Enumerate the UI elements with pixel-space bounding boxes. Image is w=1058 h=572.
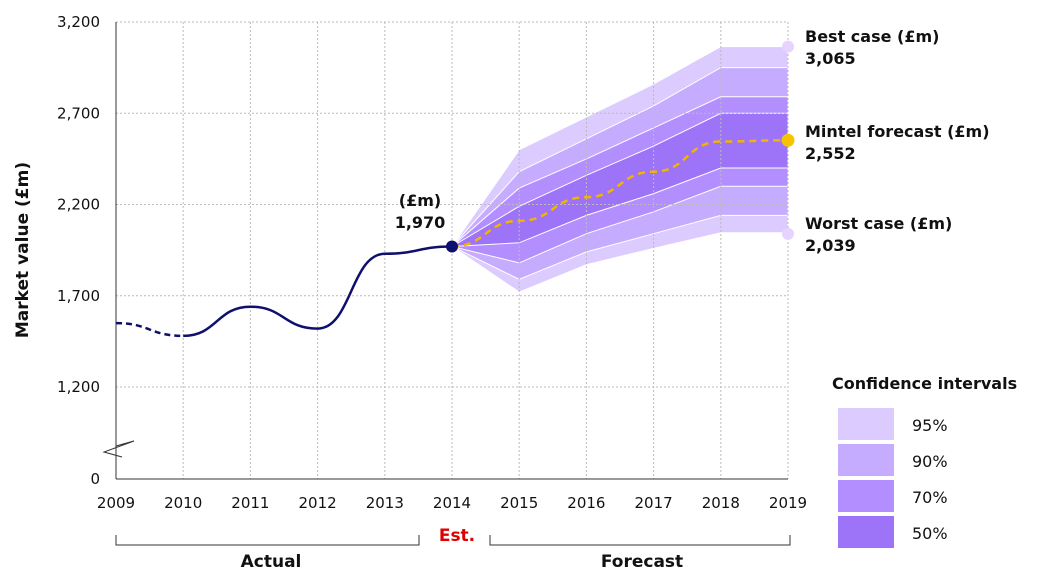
series-lines xyxy=(115,40,795,338)
point-2014-unit-label: (£m) xyxy=(399,191,441,210)
actual-line xyxy=(183,245,453,338)
forecast-end-marker xyxy=(781,133,795,147)
y-tick-label: 2,200 xyxy=(57,196,100,214)
x-tick-label: 2019 xyxy=(769,494,807,512)
y-tick-label: 3,200 xyxy=(57,13,100,31)
chart-labels: Market value (£m) (£m) 1,970 Best case (… xyxy=(13,27,1017,572)
x-tick-label: 2014 xyxy=(433,494,471,512)
mintel-forecast-value: 2,552 xyxy=(805,144,856,163)
y-tick-label: 0 xyxy=(90,470,100,488)
x-tick-label: 2016 xyxy=(567,494,605,512)
legend-swatch xyxy=(838,516,894,548)
best-case-marker xyxy=(782,40,794,53)
x-tick-label: 2018 xyxy=(702,494,740,512)
x-tick-label: 2015 xyxy=(500,494,538,512)
legend-title: Confidence intervals xyxy=(832,374,1017,393)
worst-case-value: 2,039 xyxy=(805,236,856,255)
legend-swatch xyxy=(838,444,894,476)
y-tick-label: 2,700 xyxy=(57,104,100,122)
est-label: Est. xyxy=(439,526,475,546)
y-axis-label: Market value (£m) xyxy=(13,162,33,338)
point-2014-value-label: 1,970 xyxy=(395,213,446,232)
point-2014-marker xyxy=(446,240,458,253)
forecast-bracket xyxy=(489,535,791,546)
x-tick-label: 2012 xyxy=(299,494,337,512)
forecast-period-label: Forecast xyxy=(601,552,683,572)
legend-label: 95% xyxy=(912,416,948,435)
axes: 0 1,200 1,700 2,200 2,700 3,200 2009 2010 2011 20… xyxy=(57,13,807,512)
x-tick-label: 2009 xyxy=(97,494,135,512)
x-tick-label: 2011 xyxy=(231,494,269,512)
legend-label: 70% xyxy=(912,488,948,507)
mintel-forecast-label: Mintel forecast (£m) xyxy=(805,122,990,141)
worst-case-label: Worst case (£m) xyxy=(805,214,952,233)
actual-period-label: Actual xyxy=(241,552,302,572)
best-case-value: 3,065 xyxy=(805,49,856,68)
actual-bracket xyxy=(115,535,420,546)
legend-swatch xyxy=(838,408,894,440)
legend-swatch xyxy=(838,480,894,512)
actual-estimated-line xyxy=(115,321,184,338)
x-tick-label: 2010 xyxy=(164,494,202,512)
x-tick-label: 2013 xyxy=(366,494,404,512)
legend-label: 50% xyxy=(912,524,948,543)
legend-label: 90% xyxy=(912,452,948,471)
x-tick-label: 2017 xyxy=(635,494,673,512)
legend: 95% 90% 70% 50% xyxy=(838,408,948,548)
best-case-label: Best case (£m) xyxy=(805,27,939,46)
y-tick-label: 1,200 xyxy=(57,378,100,396)
forecast-line xyxy=(451,139,789,248)
y-tick-label: 1,700 xyxy=(57,287,100,305)
axis-break-icon xyxy=(102,440,135,458)
confidence-bands xyxy=(450,46,789,293)
period-brackets xyxy=(115,535,791,546)
worst-case-marker xyxy=(782,227,794,240)
